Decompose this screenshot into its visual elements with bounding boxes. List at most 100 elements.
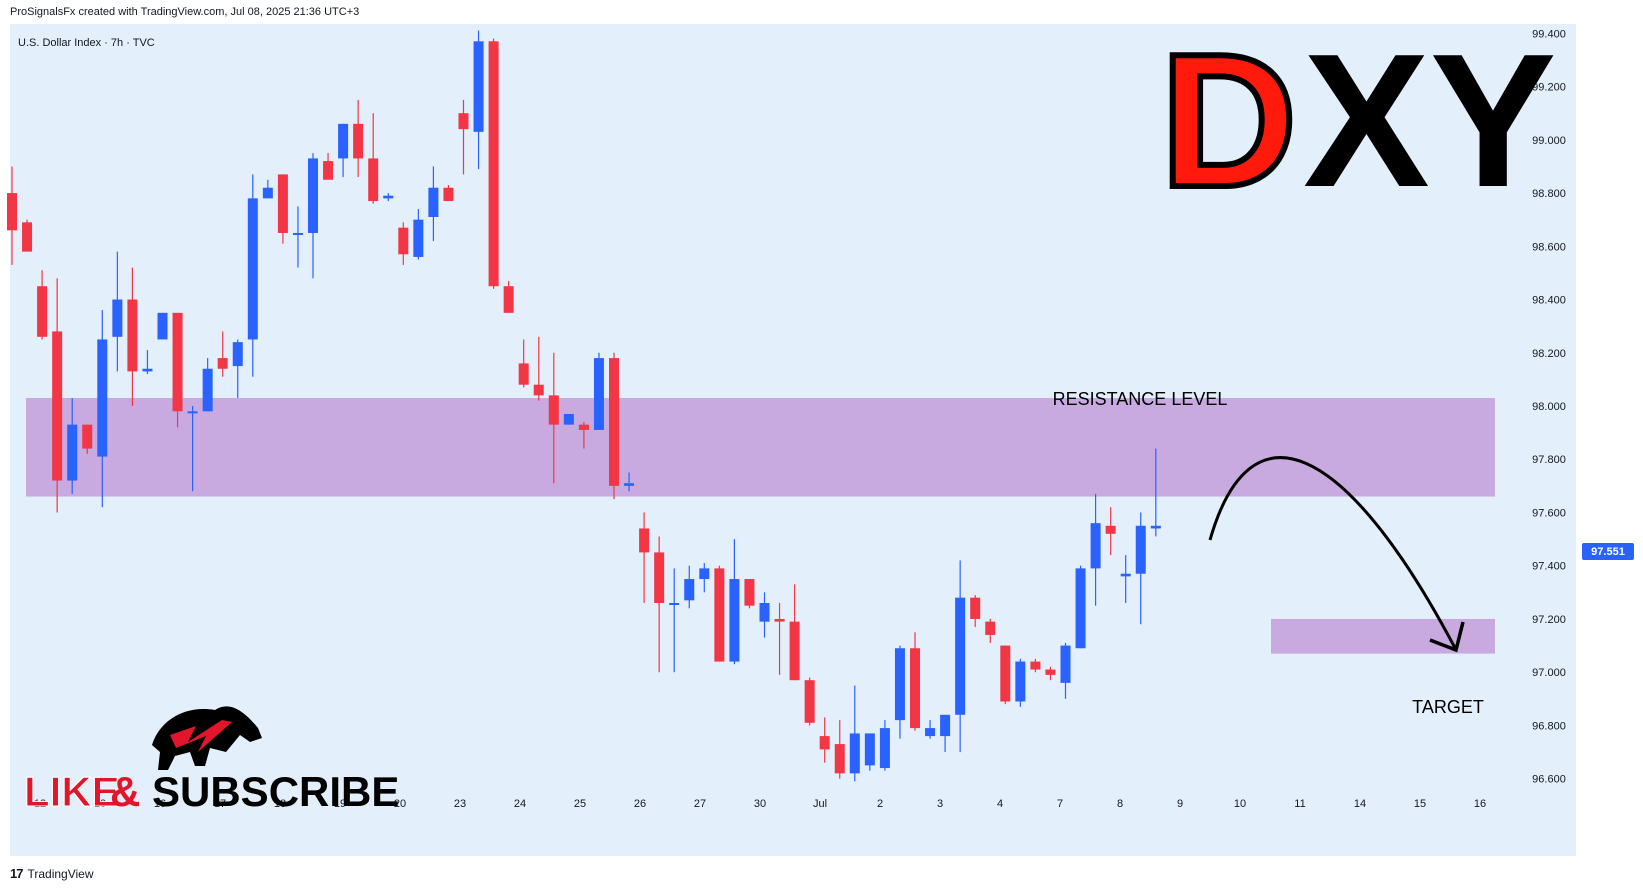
candle xyxy=(458,99,469,175)
x-tick-label: 18 xyxy=(274,798,286,810)
x-tick-label: 27 xyxy=(694,798,706,810)
candle-body xyxy=(1090,523,1101,569)
candle-body xyxy=(774,618,785,622)
candle xyxy=(684,565,695,609)
candle xyxy=(443,185,454,202)
candle-body xyxy=(970,597,981,619)
y-tick-label: 97.400 xyxy=(1532,561,1566,573)
candle xyxy=(548,352,559,484)
candle-body xyxy=(97,339,108,457)
candle xyxy=(940,714,951,753)
candle-body xyxy=(925,728,936,737)
candle-body xyxy=(443,187,454,202)
candle xyxy=(1135,512,1146,625)
like-text: LIKE xyxy=(24,768,120,815)
x-tick-label: 16 xyxy=(154,798,166,810)
candle xyxy=(1060,642,1071,699)
x-tick-label: 14 xyxy=(1354,798,1366,810)
dxy-title: D XY xyxy=(1157,12,1556,230)
candle xyxy=(654,536,665,673)
x-tick-label: 17 xyxy=(214,798,226,810)
candle-body xyxy=(22,222,33,252)
candle-body xyxy=(1135,525,1146,574)
x-tick-label: 19 xyxy=(334,798,346,810)
y-tick-label: 96.800 xyxy=(1532,720,1566,732)
candle xyxy=(578,421,589,449)
candle-body xyxy=(985,621,996,635)
candle-body xyxy=(428,187,439,218)
candle xyxy=(970,595,981,627)
candle xyxy=(353,99,364,178)
y-tick-label: 98.200 xyxy=(1532,348,1566,360)
candle xyxy=(518,339,529,388)
candle-body xyxy=(127,299,138,372)
candle xyxy=(112,251,123,372)
candle xyxy=(368,113,379,204)
candle xyxy=(217,331,228,377)
candle-body xyxy=(533,384,544,396)
candle-body xyxy=(759,602,770,622)
tradingview-logo-icon: 17 xyxy=(10,866,24,881)
candle-body xyxy=(834,744,845,774)
candle xyxy=(879,720,890,771)
candle xyxy=(699,563,710,593)
candle-body xyxy=(1015,661,1026,702)
candle-body xyxy=(353,123,364,159)
candle-body xyxy=(1150,525,1161,529)
candle-body xyxy=(879,728,890,769)
x-tick-label: 24 xyxy=(514,798,526,810)
candle xyxy=(383,193,394,202)
x-tick-label: 26 xyxy=(634,798,646,810)
like-subscribe-banner[interactable]: LIKE & SUBSCRIBE xyxy=(24,768,400,816)
candle-body xyxy=(563,413,574,425)
candle-body xyxy=(1120,573,1131,577)
candle-body xyxy=(398,227,409,255)
arrowhead xyxy=(1429,621,1465,653)
x-tick-label: 4 xyxy=(997,798,1003,810)
candle-body xyxy=(955,597,966,715)
candle-body xyxy=(82,424,93,449)
y-tick-label: 98.800 xyxy=(1532,188,1566,200)
candle xyxy=(52,278,63,513)
candle-body xyxy=(518,363,529,385)
candle xyxy=(323,153,334,180)
x-tick-label: 13 xyxy=(94,798,106,810)
title-letter-d: D xyxy=(1160,15,1297,227)
candle-body xyxy=(1045,669,1056,675)
candle xyxy=(593,352,604,430)
candle xyxy=(1045,666,1056,681)
candle xyxy=(563,413,574,425)
footer-brand[interactable]: TradingView xyxy=(27,866,94,881)
candle-body xyxy=(624,483,635,486)
x-tick-label: 8 xyxy=(1117,798,1123,810)
candle xyxy=(1105,507,1116,556)
candle-body xyxy=(292,232,303,235)
x-tick-label: 7 xyxy=(1057,798,1063,810)
candle xyxy=(503,280,514,313)
candle xyxy=(67,398,78,494)
candle xyxy=(985,618,996,643)
candle-body xyxy=(1000,645,1011,702)
candle xyxy=(277,174,288,244)
candle xyxy=(22,219,33,252)
ampersand-text: & xyxy=(110,768,140,815)
x-tick-label: 25 xyxy=(574,798,586,810)
candle-body xyxy=(1105,525,1116,534)
candle xyxy=(7,166,17,265)
candle xyxy=(819,717,830,763)
candle xyxy=(894,645,905,739)
x-tick-label: 2 xyxy=(877,798,883,810)
candle xyxy=(714,565,725,662)
candle xyxy=(428,166,439,241)
title-letters-xy: XY xyxy=(1303,15,1556,227)
candle-body xyxy=(578,424,589,430)
candle-body xyxy=(277,174,288,233)
candle xyxy=(639,512,650,603)
candle xyxy=(1120,555,1131,603)
candle xyxy=(1030,658,1041,673)
candle xyxy=(1015,658,1026,707)
candle-body xyxy=(112,299,123,337)
resistance-label: RESISTANCE LEVEL xyxy=(1053,389,1228,409)
candle-body xyxy=(217,358,228,369)
